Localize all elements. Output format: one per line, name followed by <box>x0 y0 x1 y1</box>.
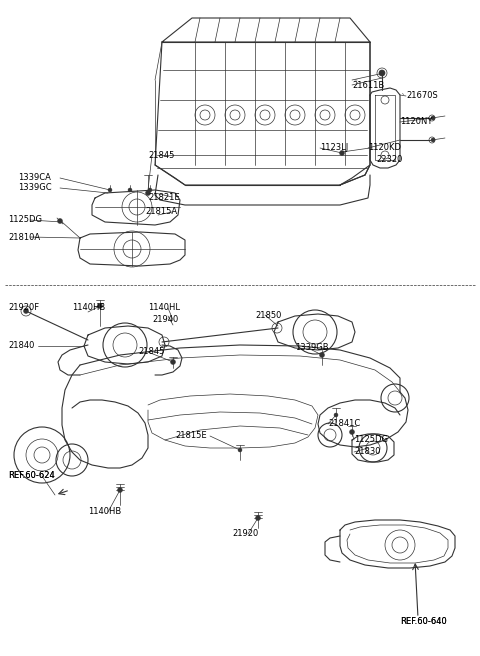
Circle shape <box>148 188 152 192</box>
Text: 21815A: 21815A <box>145 207 177 216</box>
Circle shape <box>238 448 242 452</box>
Text: 1339GB: 1339GB <box>295 344 329 352</box>
Text: 1339GC: 1339GC <box>18 184 52 192</box>
Text: 1125DG: 1125DG <box>354 436 388 445</box>
Text: 21850: 21850 <box>255 310 281 319</box>
Text: 21920F: 21920F <box>8 304 39 312</box>
Text: 21845: 21845 <box>138 348 164 356</box>
Circle shape <box>128 188 132 192</box>
Circle shape <box>255 516 261 520</box>
Circle shape <box>170 359 176 365</box>
Text: REF.60-624: REF.60-624 <box>8 472 55 480</box>
Circle shape <box>118 487 122 493</box>
Text: 21821E: 21821E <box>148 192 180 201</box>
Text: 21830: 21830 <box>354 447 381 457</box>
Circle shape <box>431 138 435 142</box>
Circle shape <box>97 304 103 308</box>
Text: 21845: 21845 <box>148 150 174 159</box>
Circle shape <box>349 430 355 434</box>
Circle shape <box>379 70 385 76</box>
Text: 1120NY: 1120NY <box>400 117 432 127</box>
Text: REF.60-624: REF.60-624 <box>8 472 55 480</box>
Text: 1123LJ: 1123LJ <box>320 144 348 152</box>
Text: 21670S: 21670S <box>406 91 438 100</box>
Text: 1120KD: 1120KD <box>368 144 401 152</box>
Text: 1140HB: 1140HB <box>72 304 105 312</box>
Circle shape <box>320 352 324 358</box>
Text: REF.60-640: REF.60-640 <box>400 617 447 626</box>
Circle shape <box>145 190 151 195</box>
Text: 21810A: 21810A <box>8 232 40 241</box>
Text: 21611B: 21611B <box>352 81 384 89</box>
Circle shape <box>108 188 112 192</box>
Text: 21940: 21940 <box>152 316 178 325</box>
Circle shape <box>58 218 62 224</box>
Text: 21920: 21920 <box>232 529 258 539</box>
Text: 21841C: 21841C <box>328 419 360 428</box>
Circle shape <box>334 413 338 417</box>
Text: 22320: 22320 <box>376 155 402 165</box>
Text: 1125DG: 1125DG <box>8 216 42 224</box>
Text: REF.60-640: REF.60-640 <box>400 617 447 626</box>
Text: 1140HB: 1140HB <box>88 508 121 516</box>
Circle shape <box>24 308 28 314</box>
Text: 21840: 21840 <box>8 342 35 350</box>
Text: 1339CA: 1339CA <box>18 173 51 182</box>
Circle shape <box>431 116 435 120</box>
Text: 21815E: 21815E <box>175 432 206 440</box>
Text: 1140HL: 1140HL <box>148 304 180 312</box>
Circle shape <box>339 150 345 155</box>
